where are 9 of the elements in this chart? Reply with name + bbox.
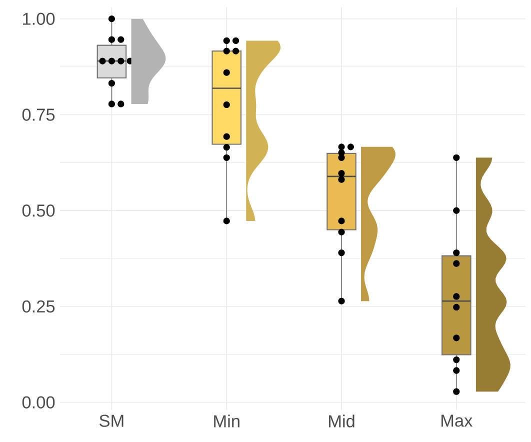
y-tick-label: 1.00 xyxy=(23,12,55,25)
x-tick-label: Mid xyxy=(329,414,354,428)
x-tick-label: Max xyxy=(442,414,473,427)
y-tick-label: 0.75 xyxy=(22,108,55,121)
x-tick-label: SM xyxy=(100,414,124,427)
y-tick-label: 0.00 xyxy=(22,396,55,408)
y-tick-label: 0.50 xyxy=(22,204,55,217)
x-tick-label: Min xyxy=(214,414,240,428)
y-tick-label: 0.25 xyxy=(22,300,55,313)
